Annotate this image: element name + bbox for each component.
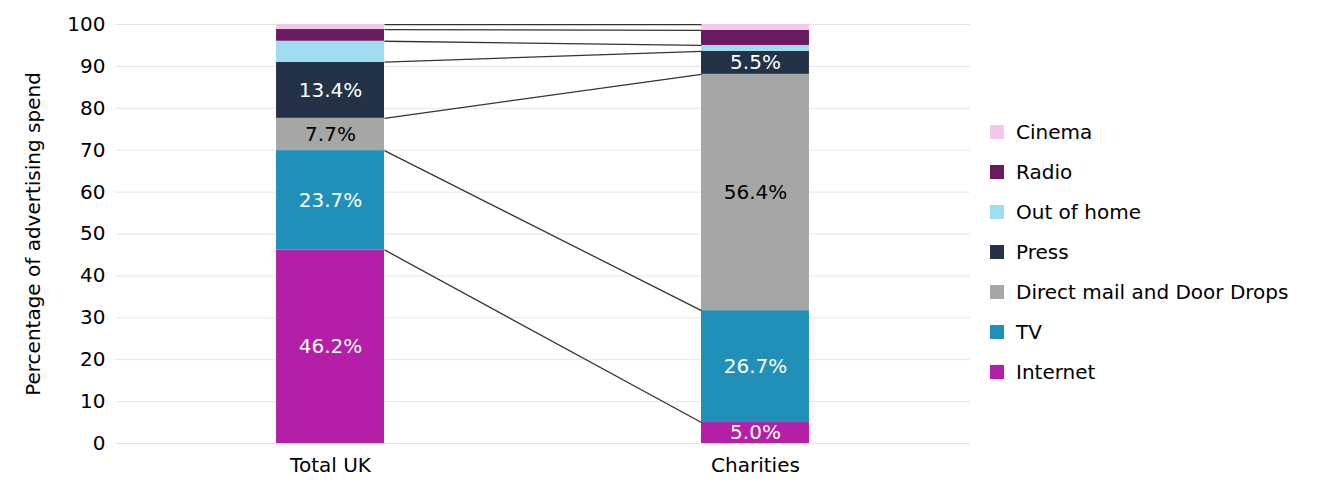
svg-text:50: 50 (80, 221, 105, 245)
html-text:Radio: Radio (1016, 160, 1073, 184)
svg-text:70: 70 (80, 138, 105, 162)
svg-text:23.7%: 23.7% (299, 188, 363, 212)
svg-text:56.4%: 56.4% (724, 180, 788, 204)
svg-text:0: 0 (93, 431, 106, 455)
svg-text:Percentage of advertising spen: Percentage of advertising spend (21, 72, 45, 396)
svg-text:60: 60 (80, 180, 105, 204)
html-text:TV: TV (1016, 320, 1042, 344)
html-text:Press: Press (1016, 240, 1069, 264)
svg-text:90: 90 (80, 54, 105, 78)
svg-text:13.4%: 13.4% (299, 78, 363, 102)
svg-text:Charities: Charities (711, 453, 800, 477)
svg-text:7.7%: 7.7% (305, 122, 356, 146)
svg-text:5.0%: 5.0% (730, 420, 781, 444)
svg-text:40: 40 (80, 263, 105, 287)
svg-text:30: 30 (80, 305, 105, 329)
html-text:Cinema: Cinema (1016, 120, 1093, 144)
html-text:Direct mail and Door Drops: Direct mail and Door Drops (1016, 280, 1289, 304)
svg-text:80: 80 (80, 96, 105, 120)
svg-text:Total UK: Total UK (289, 453, 372, 477)
svg-text:26.7%: 26.7% (724, 354, 788, 378)
svg-text:20: 20 (80, 347, 105, 371)
svg-text:10: 10 (80, 389, 105, 413)
svg-text:46.2%: 46.2% (299, 334, 363, 358)
svg-text:5.5%: 5.5% (730, 50, 781, 74)
html-text:Out of home: Out of home (1016, 200, 1141, 224)
svg-text:100: 100 (67, 12, 105, 36)
html-text:Internet: Internet (1016, 360, 1096, 384)
